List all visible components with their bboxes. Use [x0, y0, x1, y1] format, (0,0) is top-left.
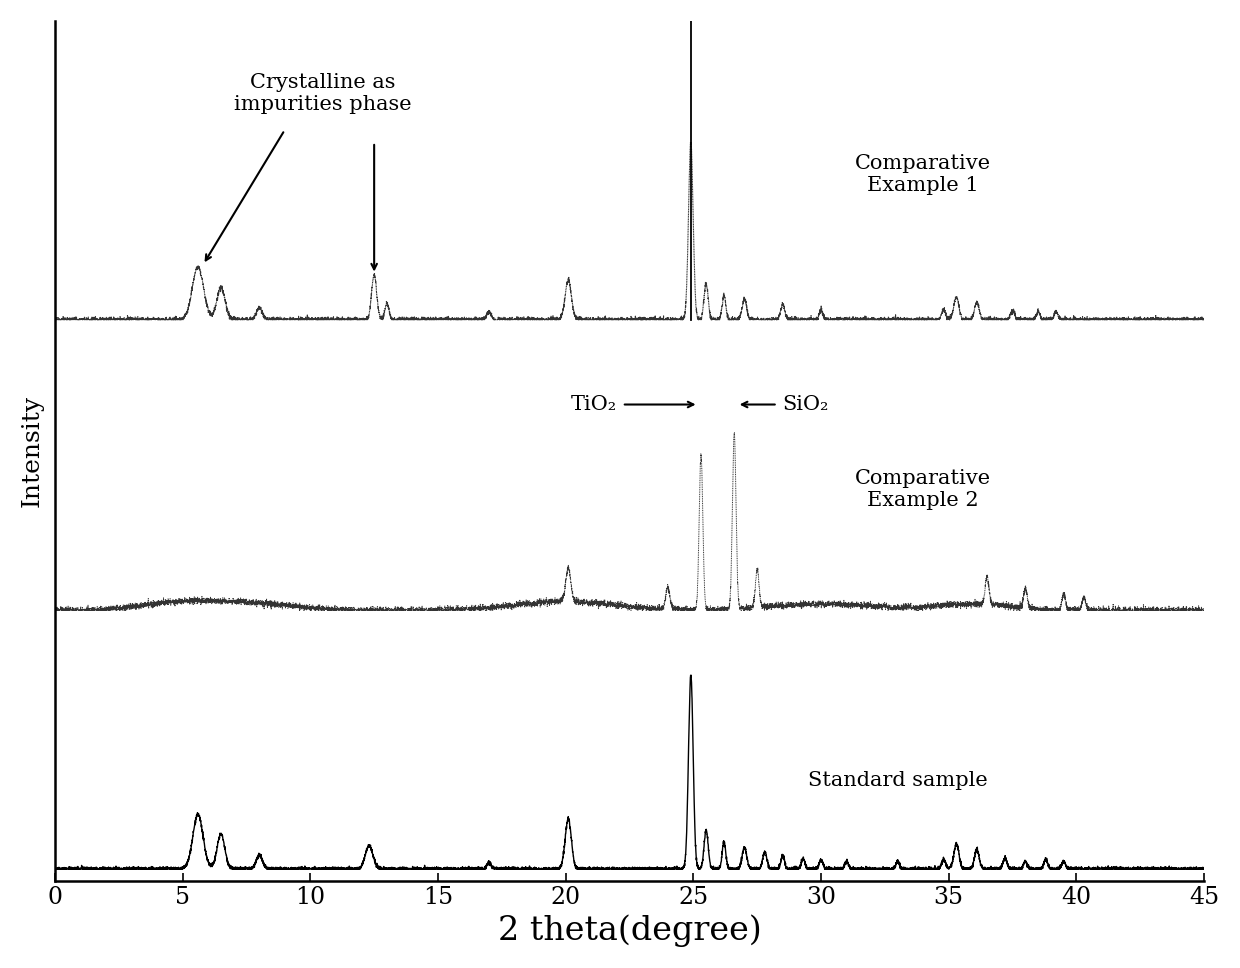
Text: Standard sample: Standard sample — [807, 771, 987, 790]
Text: TiO₂: TiO₂ — [570, 395, 616, 414]
Text: Comparative
Example 2: Comparative Example 2 — [856, 469, 991, 510]
Y-axis label: Intensity: Intensity — [21, 395, 43, 507]
Text: Comparative
Example 1: Comparative Example 1 — [856, 154, 991, 195]
Text: SiO₂: SiO₂ — [782, 395, 830, 414]
Text: Crystalline as
impurities phase: Crystalline as impurities phase — [234, 73, 412, 113]
X-axis label: 2 theta(degree): 2 theta(degree) — [497, 915, 761, 947]
